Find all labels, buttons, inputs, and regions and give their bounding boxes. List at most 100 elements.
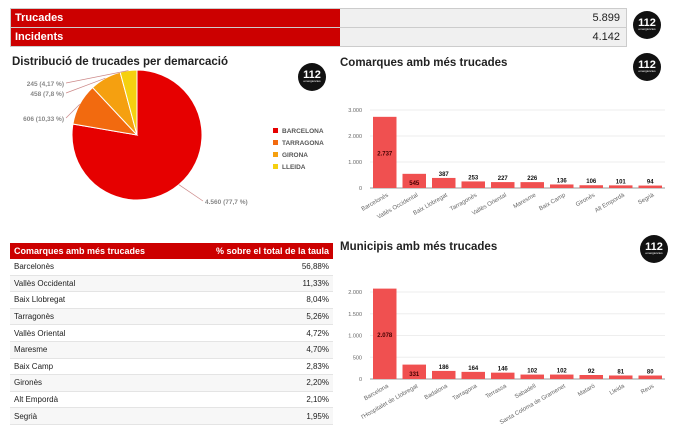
x-tick-label: Tarragona <box>452 383 479 402</box>
x-tick-label: Mataró <box>577 383 597 398</box>
bar[interactable] <box>638 375 663 379</box>
kpi-label: Incidents <box>11 28 340 46</box>
x-tick-label: Terrassa <box>485 383 508 400</box>
percent-cell: 2,83% <box>182 358 333 376</box>
y-tick-label: 500 <box>353 355 362 361</box>
bar[interactable] <box>491 372 515 379</box>
bar-data-label: 102 <box>527 369 538 375</box>
bar-data-label: 186 <box>439 365 450 371</box>
comarca-cell: Barcelonès <box>10 259 183 276</box>
bar-data-label: 545 <box>409 181 420 187</box>
bar[interactable] <box>402 173 427 188</box>
pie-data-label: 458 (7,8 %) <box>30 91 64 98</box>
kpi-incidents: Incidents 4.142 <box>10 27 627 47</box>
bar[interactable] <box>373 116 397 188</box>
percent-cell: 4,70% <box>182 341 333 359</box>
x-tick-label: Gironès <box>575 193 596 209</box>
bar-data-label: 106 <box>586 179 597 185</box>
comarca-cell: Tarragonès <box>10 308 183 326</box>
comarca-cell: Gironès <box>10 374 183 392</box>
x-tick-label: Lleida <box>609 383 626 397</box>
bar[interactable] <box>579 374 604 379</box>
bar[interactable] <box>402 364 427 379</box>
comarca-cell: Baix Llobregat <box>10 291 183 309</box>
y-tick-label: 2.000 <box>348 290 362 296</box>
bar[interactable] <box>520 182 545 188</box>
pie-leader-line <box>65 77 106 94</box>
bar[interactable] <box>461 181 486 188</box>
table-row: Maresme 4,70% <box>10 341 333 359</box>
table-row: Segrià 1,95% <box>10 407 333 425</box>
chart-title: Municipis amb més trucades <box>340 241 498 253</box>
bar-data-label: 331 <box>409 372 420 378</box>
x-tick-label: Segrià <box>637 192 656 206</box>
kpi-value: 4.142 <box>592 31 620 43</box>
bar[interactable] <box>638 185 663 188</box>
legend-item[interactable]: BARCELONA <box>282 128 324 135</box>
bar[interactable] <box>461 371 486 379</box>
legend-swatch <box>273 128 278 133</box>
percent-cell: 2,10% <box>182 391 333 409</box>
bar[interactable] <box>432 177 456 188</box>
legend-swatch <box>273 140 278 145</box>
bar[interactable] <box>373 288 397 379</box>
percent-cell: 2,20% <box>182 374 333 392</box>
percent-cell: 4,72% <box>182 324 333 342</box>
comarca-cell: Segrià <box>10 407 183 425</box>
bar[interactable] <box>609 185 633 188</box>
comarca-cell: Baix Camp <box>10 358 183 376</box>
table-row: Baix Camp 2,83% <box>10 358 333 376</box>
bar[interactable] <box>579 185 604 188</box>
legend-item[interactable]: LLEIDA <box>282 164 306 171</box>
x-tick-label: Badalona <box>424 383 450 401</box>
table-row: Baix Llobregat 8,04% <box>10 291 333 309</box>
table-row: Alt Empordà 2,10% <box>10 391 333 409</box>
comarques-table: Comarques amb més trucades% sobre el tot… <box>10 243 333 425</box>
table-header: % sobre el total de la taula <box>182 243 333 259</box>
table-row: Gironès 2,20% <box>10 374 333 392</box>
comarca-cell: Alt Empordà <box>10 391 183 409</box>
x-tick-label: Alt Empordà <box>594 192 626 214</box>
percent-cell: 56,88% <box>182 259 333 276</box>
y-tick-label: 0 <box>359 377 362 383</box>
x-tick-label: l'Hospitalet de Llobregat <box>361 383 420 420</box>
kpi-value: 5.899 <box>592 12 620 24</box>
table-row: Tarragonès 5,26% <box>10 308 333 326</box>
logo-112: 112 emergències <box>633 11 661 39</box>
bar[interactable] <box>520 374 545 379</box>
bar[interactable] <box>550 184 574 188</box>
logo-112: 112 emergències <box>633 53 661 81</box>
bar-data-label: 387 <box>439 172 450 178</box>
bar-data-label: 102 <box>557 369 568 375</box>
legend-item[interactable]: GIRONA <box>282 152 308 159</box>
bar[interactable] <box>609 375 633 379</box>
comarca-cell: Vallès Oriental <box>10 324 183 342</box>
logo-112: 112 emergències <box>298 63 326 91</box>
bar-data-label: 101 <box>616 179 627 185</box>
comarca-cell: Maresme <box>10 341 183 359</box>
percent-cell: 8,04% <box>182 291 333 309</box>
bar-data-label: 2.737 <box>377 151 393 157</box>
x-tick-label: Sabadell <box>514 384 537 401</box>
comarques-bar-chart: 01.0002.0003.0002.737Barcelonès545Vallès… <box>348 108 665 221</box>
bar[interactable] <box>432 370 456 379</box>
pie-title: Distribució de trucades per demarcació <box>12 56 229 68</box>
legend-swatch <box>273 164 278 169</box>
bar-data-label: 92 <box>588 369 595 375</box>
percent-cell: 11,33% <box>182 275 333 293</box>
legend-item[interactable]: TARRAGONA <box>282 140 324 147</box>
y-tick-label: 1.000 <box>348 160 362 166</box>
bar[interactable] <box>491 182 515 188</box>
bar-data-label: 136 <box>557 178 568 184</box>
table-row: Vallès Oriental 4,72% <box>10 324 333 342</box>
pie-leader-line <box>178 184 204 202</box>
y-tick-label: 0 <box>359 186 362 192</box>
y-tick-label: 1.000 <box>348 334 362 340</box>
table-row: Barcelonès 56,88% <box>10 259 333 276</box>
x-tick-label: Reus <box>640 384 655 396</box>
logo-112: 112 emergències <box>640 235 668 263</box>
bar[interactable] <box>550 374 574 379</box>
municipis-bar-chart: 0 500 1.000 1.500 2.000 2.078 Barcelona 331 l'Ho… <box>348 288 665 426</box>
pie-leader-line <box>65 103 81 119</box>
bar-data-label: 80 <box>647 370 654 376</box>
